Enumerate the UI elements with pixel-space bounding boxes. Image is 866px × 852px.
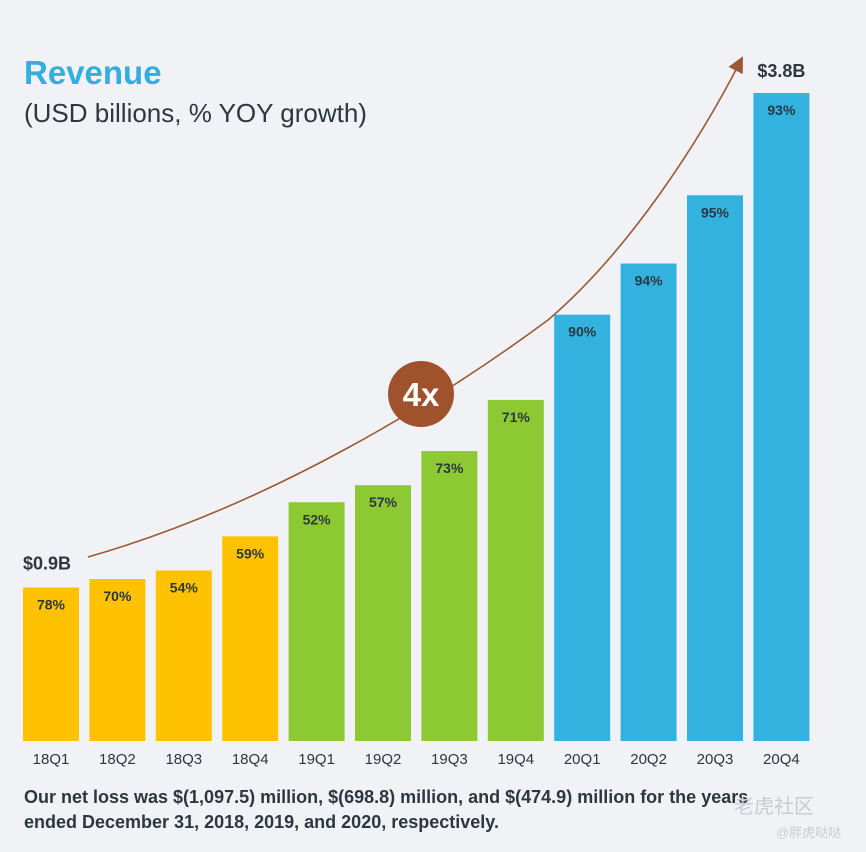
bar-19Q1 — [288, 502, 345, 741]
bar-18Q1 — [23, 587, 79, 741]
growth-label-18Q4: 59% — [236, 545, 265, 561]
bar-18Q4 — [222, 536, 279, 741]
growth-label-20Q1: 90% — [568, 324, 597, 340]
bar-18Q3 — [155, 570, 212, 741]
growth-label-19Q4: 71% — [502, 409, 531, 425]
x-tick-label-18Q2: 18Q2 — [99, 751, 136, 768]
x-tick-label-20Q3: 20Q3 — [697, 751, 734, 768]
growth-label-20Q4: 93% — [767, 102, 796, 118]
bar-18Q2 — [89, 579, 146, 741]
x-tick-label-18Q1: 18Q1 — [33, 751, 70, 768]
bar-19Q3 — [421, 451, 478, 741]
growth-label-19Q2: 57% — [369, 494, 398, 510]
x-tick-label-18Q3: 18Q3 — [165, 751, 202, 768]
x-tick-label-19Q4: 19Q4 — [497, 751, 534, 768]
value-annotation-20Q4: $3.8B — [757, 61, 805, 81]
value-annotation-18Q1: $0.9B — [23, 554, 71, 574]
growth-callout-badge: 4x — [388, 361, 454, 427]
watermark-handle: @胖虎哒哒 — [776, 825, 842, 840]
growth-label-20Q3: 95% — [701, 204, 730, 220]
growth-label-20Q2: 94% — [635, 273, 664, 289]
bar-19Q2 — [355, 485, 411, 741]
growth-label-19Q3: 73% — [435, 460, 464, 476]
x-tick-label-20Q4: 20Q4 — [763, 751, 800, 768]
x-tick-label-19Q1: 19Q1 — [298, 751, 335, 768]
chart-title: Revenue — [24, 54, 162, 91]
growth-label-18Q2: 70% — [103, 588, 132, 604]
revenue-bar-chart: 78% 18Q1 70% 18Q2 54% 18Q3 59% 18Q4 52% 19Q1 57% 19… — [23, 56, 810, 768]
x-tick-label-19Q3: 19Q3 — [431, 751, 468, 768]
bar-20Q1 — [554, 314, 611, 741]
growth-trend-arrow — [87, 56, 743, 558]
bar-20Q3 — [687, 195, 743, 741]
x-tick-label-18Q4: 18Q4 — [232, 751, 269, 768]
bar-19Q4 — [487, 399, 544, 741]
chart-subtitle: (USD billions, % YOY growth) — [24, 98, 367, 128]
growth-label-18Q1: 78% — [37, 597, 66, 613]
growth-label-19Q1: 52% — [303, 511, 332, 527]
growth-callout-label: 4x — [403, 376, 440, 413]
net-loss-footnote: Our net loss was $(1,097.5) million, $(6… — [24, 787, 749, 832]
x-tick-label-20Q2: 20Q2 — [630, 751, 667, 768]
x-tick-label-19Q2: 19Q2 — [365, 751, 402, 768]
bar-20Q2 — [620, 263, 677, 741]
x-tick-label-20Q1: 20Q1 — [564, 751, 601, 768]
bar-20Q4 — [753, 93, 810, 741]
watermark: 老虎社区 — [734, 796, 814, 818]
growth-label-18Q3: 54% — [170, 579, 199, 595]
